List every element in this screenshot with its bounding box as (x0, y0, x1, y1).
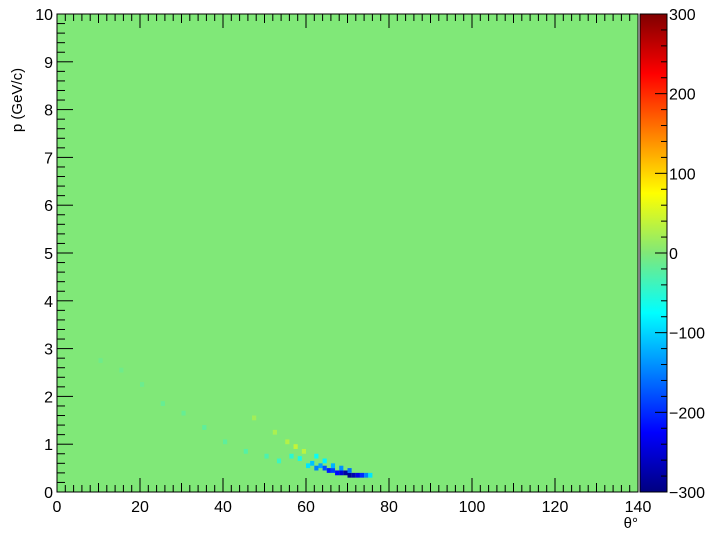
heatmap-cell (368, 472, 373, 478)
heatmap-cell (335, 470, 340, 476)
heatmap-background (57, 14, 638, 492)
colorbar-tick-label: 200 (669, 87, 696, 104)
colorbar-tick-label: 300 (669, 7, 696, 24)
heatmap-cell (310, 460, 315, 466)
heatmap-cells (98, 358, 373, 478)
x-tick-label: 60 (297, 499, 315, 516)
y-tick-label: 10 (35, 7, 53, 24)
x-tick-label: 120 (542, 499, 569, 516)
y-axis-ticks: 0 1 2 3 4 5 6 7 8 9 10 (35, 7, 73, 502)
y-tick-label: 3 (44, 342, 53, 359)
colorbar-tick-label: 100 (669, 166, 696, 183)
heatmap-cell (355, 472, 360, 478)
y-tick-label: 4 (44, 294, 53, 311)
heatmap-cell (318, 463, 323, 469)
y-tick-label: 0 (44, 485, 53, 502)
heatmap-cell (285, 439, 290, 445)
heatmap-cell (276, 458, 282, 464)
heatmap-cell (301, 448, 306, 454)
heatmap-cell (181, 410, 186, 416)
heatmap-cell (322, 458, 327, 464)
heatmap-cell (330, 468, 336, 473)
y-tick-label: 2 (44, 389, 53, 406)
y-tick-label: 5 (44, 246, 53, 263)
y-tick-label: 9 (44, 55, 53, 72)
heatmap-cell (272, 429, 277, 435)
heatmap-cell (202, 425, 207, 430)
x-axis-ticks: 0 20 40 60 80 100 120 140 (53, 14, 652, 516)
heatmap-cell (160, 401, 165, 406)
heatmap-cell (347, 472, 352, 478)
heatmap-cell (364, 472, 369, 478)
heatmap-cell (351, 472, 356, 478)
colorbar-tick-label: −200 (669, 405, 705, 422)
heatmap-cell (347, 468, 352, 473)
heatmap-cell (293, 444, 298, 449)
heatmap-cell (289, 453, 294, 459)
x-axis-label: θ° (624, 515, 638, 532)
heatmap-cell (223, 439, 228, 445)
heatmap-cell (297, 456, 302, 461)
colorbar-tick-label: 0 (669, 246, 678, 263)
colorbar-ticks: −300 −200 −100 0 100 200 300 (655, 7, 705, 502)
heatmap-cell (243, 448, 248, 454)
heatmap-cell (119, 367, 124, 373)
y-tick-label: 1 (44, 437, 53, 454)
y-axis-label: p (GeV/c) (9, 68, 26, 132)
x-tick-label: 0 (53, 499, 62, 516)
y-tick-label: 7 (44, 150, 53, 167)
x-tick-label: 100 (459, 499, 486, 516)
x-tick-label: 80 (380, 499, 398, 516)
heatmap-cell (264, 453, 269, 459)
x-tick-label: 20 (131, 499, 149, 516)
heatmap-cell (140, 382, 145, 387)
heatmap-cell (326, 468, 331, 473)
x-tick-label: 140 (625, 499, 652, 516)
colorbar-tick-label: −300 (669, 485, 705, 502)
colorbar: −300 −200 −100 0 100 200 300 (639, 7, 705, 502)
heatmap-cell (322, 465, 327, 471)
y-tick-label: 8 (44, 103, 53, 120)
heatmap-cell (343, 470, 348, 476)
y-tick-label: 6 (44, 198, 53, 215)
heatmap-cell (339, 470, 344, 476)
heatmap-cell (252, 415, 257, 421)
x-tick-label: 40 (214, 499, 232, 516)
heatmap-cell (314, 465, 319, 471)
heatmap-cell (314, 453, 319, 459)
heatmap-cell (339, 465, 344, 471)
heatmap-cell (359, 472, 365, 478)
colorbar-tick-label: −100 (669, 326, 705, 343)
heatmap-cell (330, 463, 336, 469)
heatmap-cell (306, 463, 311, 469)
plot-area: 0 20 40 60 80 100 120 140 0 1 2 3 4 5 6 7 8 9 10 (35, 7, 651, 516)
heatmap-cell (98, 358, 103, 363)
